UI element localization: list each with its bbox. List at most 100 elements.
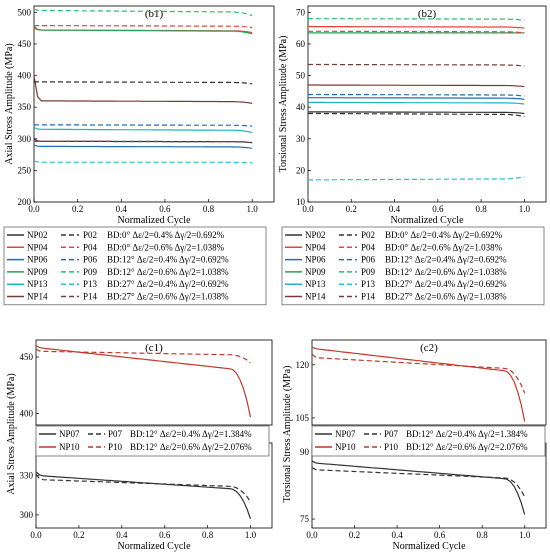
series-line-p10 [36,348,251,364]
panel-label: (b1) [145,8,164,20]
legend-label-p13: P13 [83,279,98,289]
legend-box [281,226,545,306]
y-tick-label: 70 [296,7,306,17]
y-tick-label: 330 [20,471,34,481]
plot-frame-upper [311,339,547,426]
legend-label-np07: NP07 [59,429,80,439]
series-line-p14 [34,140,253,144]
x-axis-title: Normalized Cycle [392,541,466,552]
legend-condition: BD:12° Δε/2=0.4% Δγ/2=1.384% [406,429,528,439]
legend-b2: NP02 P02 BD:0° Δε/2=0.4% Δγ/2=0.692% NP04 P0… [281,226,545,306]
legend-box [3,226,267,306]
x-tick-label: 0.2 [72,204,83,214]
series-line-p04 [34,25,253,29]
legend-label-np10: NP10 [335,442,356,452]
legend-label-p14: P14 [361,292,376,302]
legend-label-p02: P02 [83,230,97,240]
x-tick-label: 0.0 [302,204,314,214]
legend-label-np04: NP04 [305,242,326,252]
legend-label-p04: P04 [83,242,98,252]
panel-b2: 0.0 0.2 0.4 0.6 0.8 1.0 10 20 30 40 50 60 70 Normaliz… [278,5,547,226]
x-tick-label: 0.2 [73,530,84,540]
legend-label-p13: P13 [361,279,376,289]
x-tick-label: 0.2 [349,530,360,540]
series-line-np10 [36,345,252,418]
x-axis-title: Normalized Cycle [117,541,191,552]
x-tick-label: 0.4 [391,530,403,540]
legend-condition: BD:0° Δε/2=0.6% Δγ/2=1.038% [385,242,503,252]
legend-label-np06: NP06 [305,255,326,265]
series-line-p09 [308,18,525,21]
legend-condition: BD:12° Δε/2=0.4% Δγ/2=1.384% [130,429,252,439]
series-line-p13 [33,160,253,164]
legend-condition: BD:12° Δε/2=0.6% Δγ/2=2.076% [130,442,252,452]
legend-label-np14: NP14 [305,292,326,302]
legend-label-p07: P07 [384,429,399,439]
series-line-p07 [312,467,526,497]
x-tick-label: 0.4 [116,530,128,540]
y-tick-label: 500 [18,7,32,17]
x-tick-label: 0.6 [434,530,446,540]
y-tick-label: 400 [20,409,34,419]
legend-label-np07: NP07 [335,429,356,439]
series-line-np14 [33,75,253,104]
legend-label-p06: P06 [361,255,376,265]
y-tick-label: 450 [18,39,32,49]
legend-label-np02: NP02 [27,230,48,240]
series-line-np06 [33,144,253,149]
legend-label-np04: NP04 [27,242,48,252]
x-tick-label: 1.0 [247,204,259,214]
y-tick-label: 400 [18,71,32,81]
series-line-np06 [308,97,525,100]
y-tick-label: 30 [296,134,306,144]
legend-label-p14: P14 [83,292,98,302]
legend-condition: BD:27° Δε/2=0.6% Δγ/2=1.038% [107,292,229,302]
series-line-p13 [308,176,525,181]
x-axis-title: Normalized Cycle [390,215,464,226]
x-tick-label: 0.0 [30,530,42,540]
series-line-p06 [34,124,253,127]
legend-c1: NP07 P07 BD:12° Δε/2=0.4% Δγ/2=1.384% NP10 P… [35,425,270,457]
y-tick-label: 450 [20,352,34,362]
panel-label: (b2) [418,8,437,20]
legend-label-p10: P10 [384,442,399,452]
legend-label-p02: P02 [361,230,375,240]
series-line-np13 [33,126,253,134]
series-line-np10 [312,346,526,422]
series-line-np04 [308,25,525,29]
y-tick-label: 75 [300,514,310,524]
legend-condition: BD:12° Δε/2=0.6% Δγ/2=1.038% [107,267,229,277]
y-tick-label: 250 [18,165,32,175]
legend-condition: BD:0° Δε/2=0.4% Δγ/2=0.692% [385,230,503,240]
y-tick-label: 105 [296,413,310,423]
plot-frame [33,5,275,203]
panel-label: (c2) [420,342,438,354]
legend-label-np09: NP09 [27,267,48,277]
series-line-np09 [33,25,253,35]
x-tick-label: 0.8 [203,204,215,214]
x-tick-label: 0.8 [477,530,489,540]
legend-label-p06: P06 [83,255,98,265]
y-tick-label: 300 [20,510,34,520]
y-tick-label: 350 [18,102,32,112]
series-line-np02 [308,111,525,115]
x-tick-label: 1.0 [519,204,531,214]
legend-label-np10: NP10 [59,442,80,452]
series-line-p10 [312,353,526,394]
legend-box [35,425,270,457]
legend-label-np13: NP13 [305,279,326,289]
legend-label-p10: P10 [108,442,123,452]
series-line-np07 [312,460,526,515]
x-tick-label: 0.8 [202,530,214,540]
x-tick-label: 0.6 [432,204,444,214]
legend-condition: BD:12° Δε/2=0.4% Δγ/2=0.692% [107,255,229,265]
legend-condition: BD:27° Δε/2=0.6% Δγ/2=1.038% [385,292,507,302]
legend-label-p09: P09 [361,267,376,277]
plot-frame-upper [35,339,273,426]
x-tick-label: 0.6 [159,530,171,540]
y-tick-label: 60 [296,39,306,49]
series-line-np14 [308,84,525,88]
series-line-np07 [36,471,252,519]
x-axis-title: Normalized Cycle [117,215,191,226]
